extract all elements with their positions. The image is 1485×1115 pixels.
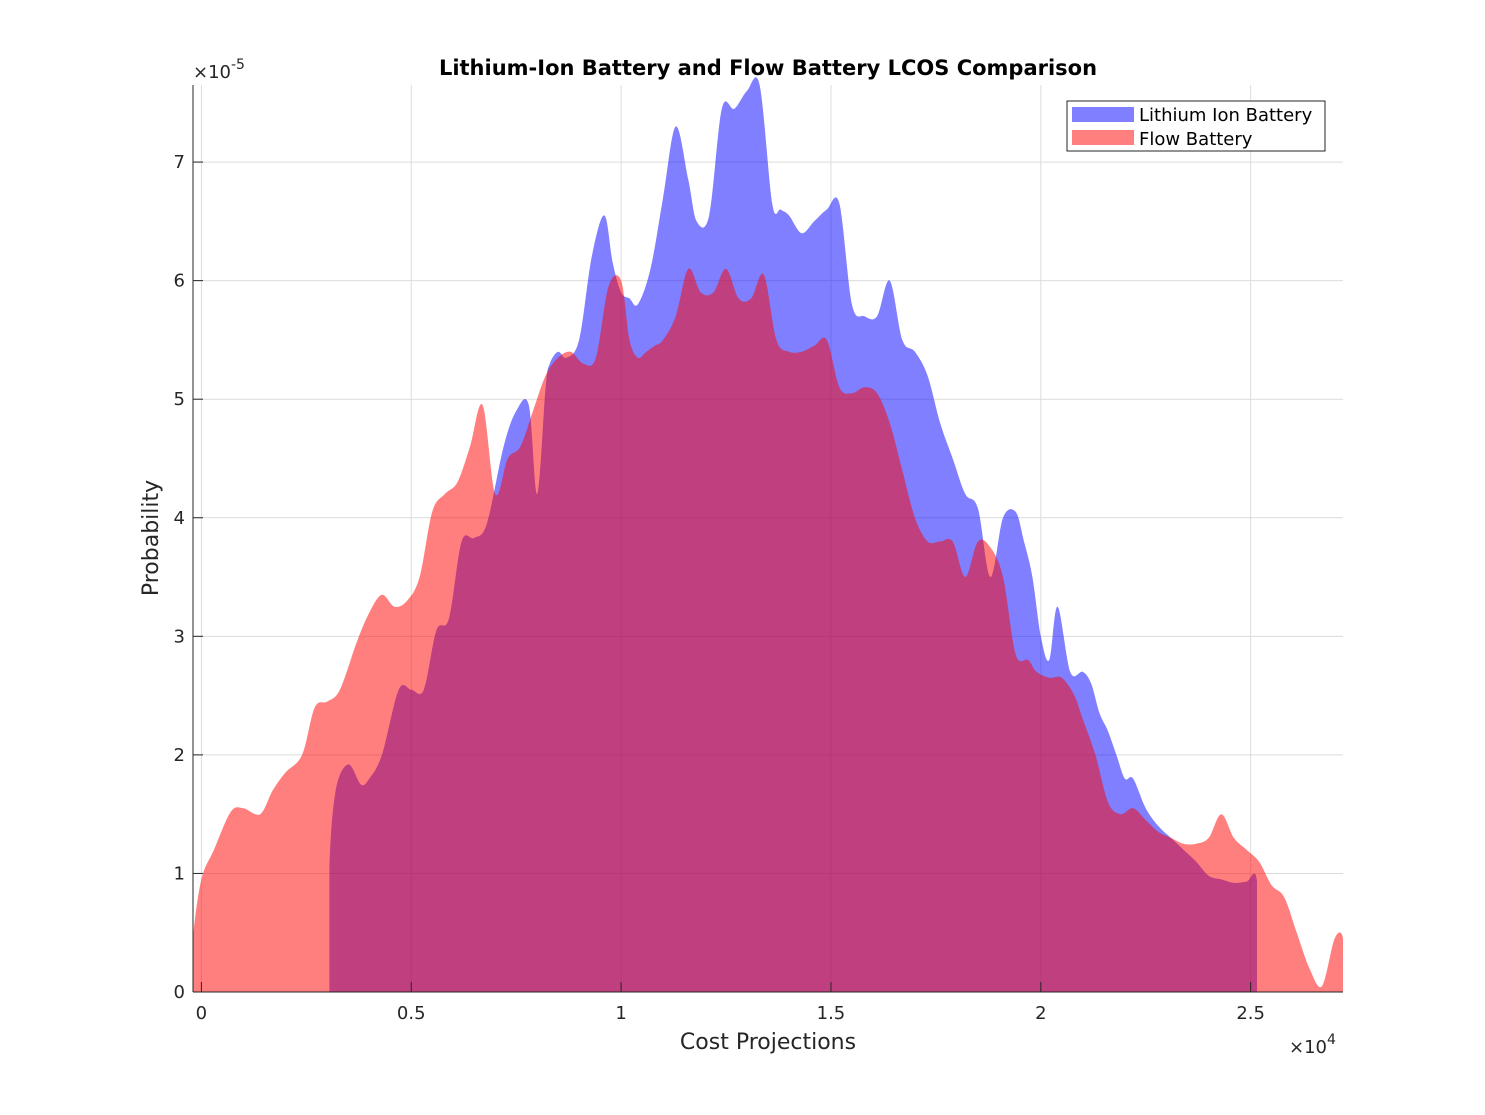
- x-tick-label-0: 0: [196, 1003, 207, 1024]
- x-tick-label-5: 2.5: [1236, 1003, 1265, 1024]
- y-tick-label-3: 3: [174, 626, 185, 647]
- y-tick-label-5: 5: [174, 389, 185, 410]
- legend-swatch-flow-battery: [1072, 130, 1134, 145]
- x-multiplier-exponent: 4: [1327, 1032, 1336, 1048]
- x-multiplier-prefix: ×10: [1289, 1037, 1327, 1058]
- y-multiplier-prefix: ×10: [193, 62, 231, 83]
- legend-swatch-lithium-ion: [1072, 107, 1134, 122]
- y-axis-multiplier: ×10-5: [193, 57, 245, 83]
- y-tick-label-1: 1: [174, 863, 185, 884]
- legend: Lithium Ion Battery Flow Battery: [1066, 100, 1326, 152]
- y-tick-label-4: 4: [174, 508, 185, 529]
- x-tick-label-4: 2: [1035, 1003, 1046, 1024]
- y-tick-label-0: 0: [174, 982, 185, 1003]
- area-flow-battery: [193, 268, 1343, 992]
- x-axis-multiplier: ×104: [1289, 1032, 1336, 1058]
- x-tick-label-3: 1.5: [817, 1003, 846, 1024]
- x-tick-label-2: 1: [615, 1003, 626, 1024]
- y-tick-label-6: 6: [174, 271, 185, 292]
- legend-label-flow-battery: Flow Battery: [1139, 129, 1253, 150]
- chart-title: Lithium-Ion Battery and Flow Battery LCO…: [439, 56, 1097, 80]
- axes: [192, 85, 1343, 993]
- x-tick-label-1: 0.5: [397, 1003, 426, 1024]
- y-multiplier-exponent: -5: [231, 57, 245, 73]
- series-areas: [193, 77, 1343, 993]
- legend-label-lithium-ion: Lithium Ion Battery: [1139, 105, 1313, 126]
- x-axis-label: Cost Projections: [680, 1030, 856, 1055]
- y-tick-label-7: 7: [174, 152, 185, 173]
- y-axis-label: Probability: [139, 480, 164, 596]
- y-tick-label-2: 2: [174, 745, 185, 766]
- tick-labels: 0 0.5 1 1.5 2 2.5 0 1 2 3 4 5 6 7: [174, 152, 1265, 1024]
